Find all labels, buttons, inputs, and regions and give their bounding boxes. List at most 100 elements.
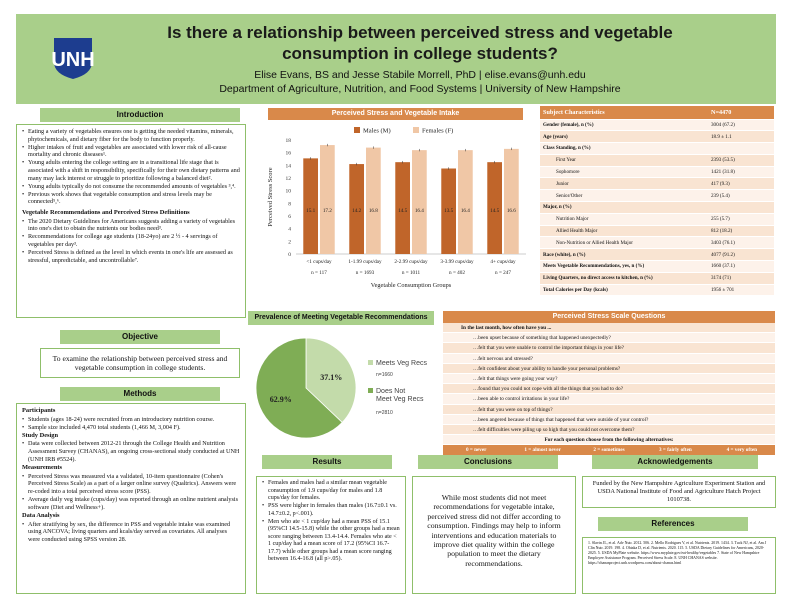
y-axis-label: Perceived Stress Score [267, 167, 274, 226]
legend-label-males: Males (M) [363, 128, 391, 135]
bar-male [441, 168, 456, 254]
x-axis-label: Vegetable Consumption Groups [371, 282, 452, 289]
conclusions-box: While most students did not meet recomme… [412, 476, 576, 594]
bar-chart: 0 2 4 6 8 10 12 14 16 18 Perceived Stress Score Mal… [267, 127, 526, 289]
pss-scale-option: 0 = never [465, 447, 487, 454]
references-text: 1. Slavin JL, et al. Adv Nutr. 2012. 506… [588, 541, 767, 565]
n-label: n = 402 [449, 270, 465, 276]
bar-male [349, 164, 364, 254]
conclusions-title: Conclusions [418, 455, 558, 469]
x-tick-label: 3-3.99 cups/day [440, 259, 474, 265]
table-row: Class Standing, n (%) [540, 142, 774, 155]
objective-title: Objective [60, 330, 220, 344]
table-row: Total Calories per Day (kcals) 1956 ± 701 [540, 284, 774, 297]
table-row: Meets Vegetable Recommendations, yes, n … [540, 260, 774, 273]
bar-female [366, 147, 381, 254]
pss-intro: In the last month, how often have you ..… [443, 323, 775, 334]
pss-choose-text: For each question choose from the follow… [443, 435, 775, 446]
pss-question: …felt nervous and stressed? [443, 353, 775, 364]
legend-label-females: Females (F) [422, 128, 453, 135]
bar-value-label: 14.2 [352, 208, 361, 214]
design-head: Study Design [22, 431, 59, 439]
table-cell-label: Age (years) [540, 130, 708, 144]
pie-pct-label: 37.1% [320, 373, 342, 382]
table-cell-label: Sophomore [540, 166, 708, 179]
pss-question: …been angered because of things that hap… [443, 414, 775, 425]
intro-subhead: Vegetable Recommendations and Perceived … [22, 208, 190, 216]
table-row: Junior 417 (9.3) [540, 177, 774, 191]
pss-scale-option: 1 = almost never [524, 447, 561, 454]
header-banner: UNH Is there a relationship between perc… [16, 14, 776, 104]
table-cell-label: First Year [540, 154, 708, 167]
methods-title: Methods [60, 387, 220, 401]
table-cell-value: 1421 (31.8) [708, 166, 774, 179]
bar-male [487, 162, 502, 254]
y-tick-label: 12 [286, 176, 292, 182]
acknowledgements-text: Funded by the New Hampshire Agriculture … [592, 480, 766, 503]
table-cell-label: Non-Nutrition or Allied Health Major [540, 236, 708, 250]
pie-chart: 37.1% 62.9% Meets Veg Recs n=1660 Does Not Me… [255, 337, 427, 439]
pss-scale-option: 4 = very often [726, 447, 758, 454]
subject-characteristics-table: Subject Characteristics N=4470 Gender (f… [540, 106, 774, 297]
x-tick-label: <1 cups/day [306, 259, 332, 265]
list-item: Men who ate < 1 cup/day had a mean PSS o… [262, 519, 400, 564]
pss-questions: In the last month, how often have you ..… [443, 323, 775, 456]
bar-female [458, 150, 473, 254]
pss-scale-option: 3 = fairly often [659, 447, 692, 454]
results-box: Females and males had a similar mean veg… [256, 476, 406, 594]
table-cell-value: 255 (5.7) [708, 213, 774, 226]
pss-question: …been able to control irritations in you… [443, 394, 775, 405]
table-row: First Year 2393 (53.5) [540, 154, 774, 167]
table-cell-value: 2393 (53.5) [708, 154, 774, 167]
n-label: n = 1011 [402, 270, 421, 276]
list-item: Sample size included 4,470 total student… [22, 424, 240, 432]
introduction-box: Eating a variety of vegetables ensures o… [16, 124, 246, 318]
bar-female [320, 145, 335, 254]
n-label: n = 247 [495, 270, 511, 276]
table-cell-value: 1956 ± 701 [708, 284, 774, 297]
table-row: Allied Health Major 812 (18.2) [540, 225, 774, 238]
legend-label-does-not-meet: Does Not Meet Veg Recs [376, 388, 424, 403]
references-title: References [598, 517, 748, 531]
n-label: n = 117 [311, 270, 327, 276]
list-item: Students (ages 18-24) were recruited fro… [22, 416, 240, 424]
y-tick-label: 6 [288, 214, 291, 220]
pie-pct-label: 62.9% [270, 395, 292, 404]
acknowledgements-title: Acknowledgements [592, 455, 758, 469]
table-cell-value: 3403 (76.1) [708, 236, 774, 250]
y-tick-label: 10 [286, 189, 292, 195]
table-cell-label: Senior/Other [540, 189, 708, 203]
y-tick-label: 0 [288, 252, 291, 258]
objective-text: To examine the relationship between perc… [52, 354, 228, 372]
n-label: n = 1693 [356, 270, 375, 276]
references-box: 1. Slavin JL, et al. Adv Nutr. 2012. 506… [582, 537, 776, 594]
analysis-head: Data Analysis [22, 512, 60, 520]
objective-box: To examine the relationship between perc… [40, 348, 240, 378]
table-cell-label: Living Quarters, no direct access to kit… [540, 272, 708, 285]
acknowledgements-box: Funded by the New Hampshire Agriculture … [582, 476, 776, 508]
x-tick-label: 2-2.99 cups/day [394, 259, 428, 265]
list-item: Young adults typically do not consume th… [22, 183, 240, 191]
pie-slice-does-not-meet [255, 337, 343, 439]
bar-female [412, 150, 427, 254]
pss-question: …felt confident about your ability to ha… [443, 363, 775, 374]
table-cell-value: 812 (18.2) [708, 225, 774, 238]
bar-value-label: 17.2 [323, 208, 332, 214]
pss-question: …felt that things were going your way? [443, 373, 775, 385]
intro-bullets-2: The 2020 Dietary Guidelines for American… [22, 218, 240, 265]
y-tick-label: 2 [288, 239, 291, 245]
list-item: Higher intakes of fruit and vegetables a… [22, 144, 240, 159]
list-item: Average daily veg intake (cups/day) was … [22, 496, 240, 511]
intro-bullets: Eating a variety of vegetables ensures o… [22, 128, 240, 206]
x-tick-label: 4+ cups/day [490, 259, 516, 265]
legend-n-does-not-meet: n=2810 [376, 410, 393, 416]
list-item: Females and males had a similar mean veg… [262, 480, 400, 503]
legend-n-meets: n=1660 [376, 372, 393, 378]
y-tick-label: 14 [286, 163, 292, 169]
list-item: Perceived Stress is defined as the level… [22, 249, 240, 264]
y-tick-label: 8 [288, 201, 291, 207]
pss-scale-option: 2 = sometimes [593, 447, 625, 454]
table-cell-label: Gender (female), n (%) [540, 119, 708, 132]
logo-text: UNH [51, 49, 94, 71]
table-cell-label: Allied Health Major [540, 225, 708, 238]
